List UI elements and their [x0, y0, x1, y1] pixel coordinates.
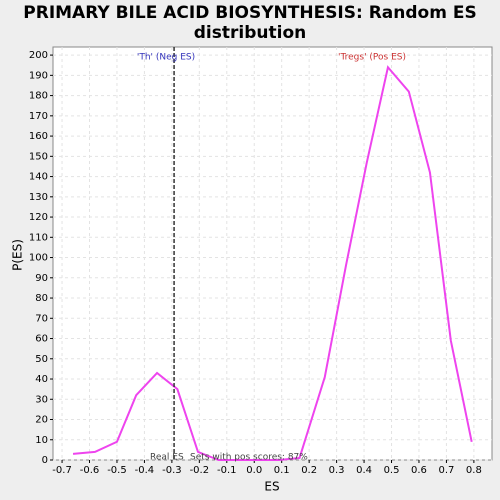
x-tick-label: 0.7: [438, 465, 454, 476]
x-tick-label: 0.8: [466, 465, 482, 476]
y-tick-label: 170: [29, 111, 48, 122]
x-tick-label: 0.3: [329, 465, 345, 476]
x-tick-label: -0.1: [217, 465, 237, 476]
x-tick-label: -0.2: [190, 465, 210, 476]
y-tick-label: 70: [35, 313, 48, 324]
annotation: Sets with pos scores: 87%: [190, 453, 308, 463]
y-tick-label: 0: [42, 455, 48, 466]
x-tick-label: -0.7: [52, 465, 72, 476]
y-tick-label: 110: [29, 232, 48, 243]
x-tick-label: 0.0: [246, 465, 262, 476]
y-tick-label: 50: [35, 354, 48, 365]
x-tick-label: -0.4: [135, 465, 155, 476]
annotation: Real ES: [150, 453, 184, 463]
y-tick-label: 150: [29, 151, 48, 162]
y-tick-label: 90: [35, 273, 48, 284]
y-tick-label: 10: [35, 435, 48, 446]
annotation: 'Tregs' (Pos ES): [338, 53, 406, 63]
x-tick-label: 0.4: [356, 465, 372, 476]
line-series: [72, 65, 473, 461]
x-tick-label: 0.2: [301, 465, 317, 476]
y-tick-label: 30: [35, 394, 48, 405]
y-tick-label: 60: [35, 334, 48, 345]
x-tick-label: -0.5: [107, 465, 127, 476]
chart-title: distribution: [194, 23, 306, 43]
x-tick-label: 0.5: [384, 465, 400, 476]
y-tick-label: 20: [35, 415, 48, 426]
y-tick-label: 160: [29, 131, 48, 142]
y-axis-label: P(ES): [11, 239, 25, 271]
chart-title: PRIMARY BILE ACID BIOSYNTHESIS: Random E…: [23, 3, 476, 23]
y-tick-label: 190: [29, 70, 48, 81]
x-tick-label: 0.1: [274, 465, 290, 476]
y-tick-label: 40: [35, 374, 48, 385]
x-tick-label: -0.3: [162, 465, 182, 476]
y-tick-label: 120: [29, 212, 48, 223]
y-tick-label: 80: [35, 293, 48, 304]
y-tick-label: 130: [29, 192, 48, 203]
annotation: 'Th' (Neg ES): [137, 53, 195, 63]
x-tick-label: 0.6: [411, 465, 427, 476]
y-tick-label: 180: [29, 91, 48, 102]
y-tick-label: 100: [29, 253, 48, 264]
x-axis-label: ES: [264, 480, 279, 494]
x-tick-label: -0.6: [80, 465, 100, 476]
y-tick-label: 140: [29, 172, 48, 183]
plot-area: [52, 46, 493, 461]
y-tick-label: 200: [29, 50, 48, 61]
